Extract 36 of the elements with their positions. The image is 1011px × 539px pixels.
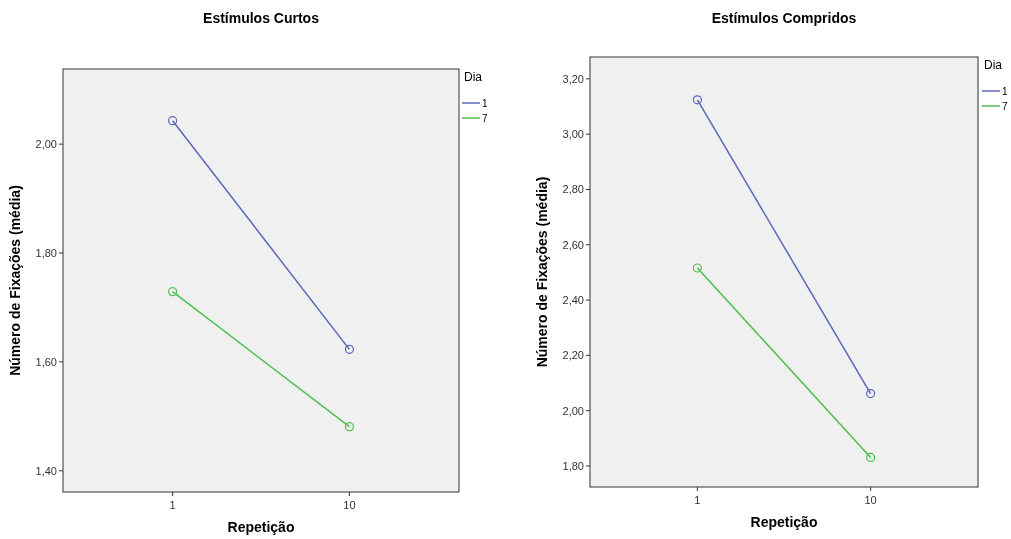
- x-tick-label: 10: [343, 499, 356, 511]
- point: [168, 287, 178, 297]
- y-tick-label: 1,60: [35, 355, 57, 368]
- chart-title: Estímulos Compridos: [711, 10, 857, 26]
- x-axis-title: Repetição: [227, 519, 295, 535]
- legend-label: 1: [1002, 85, 1008, 97]
- point: [866, 452, 876, 463]
- y-axis-title: Número de Fixações (média): [534, 176, 550, 368]
- legend-label: 1: [482, 97, 488, 109]
- y-tick-label: 2,60: [562, 238, 584, 251]
- x-tick-label: 10: [864, 494, 877, 506]
- y-tick-label: 1,80: [562, 459, 584, 472]
- legend-title: Dia: [464, 70, 483, 84]
- y-tick-label: 3,20: [562, 72, 584, 85]
- x-tick-label: 1: [694, 494, 701, 506]
- legend-label: 7: [1002, 100, 1008, 112]
- x-axis-title: Repetição: [750, 514, 818, 530]
- y-tick-label: 2,80: [562, 183, 584, 196]
- legend-title: Dia: [984, 58, 1003, 72]
- x-tick-label: 1: [169, 499, 176, 511]
- y-tick-label: 2,20: [562, 349, 584, 362]
- point: [692, 263, 702, 273]
- point: [168, 116, 178, 126]
- y-tick-label: 3,00: [562, 128, 584, 140]
- y-tick-label: 2,00: [35, 137, 57, 150]
- legend-label: 7: [482, 112, 488, 124]
- y-tick-label: 2,00: [562, 404, 584, 417]
- y-tick-label: 2,40: [562, 293, 584, 306]
- y-axis-title: Número de Fixações (média): [7, 185, 23, 376]
- point: [344, 344, 354, 354]
- point: [692, 95, 702, 105]
- chart-title: Estímulos Curtos: [203, 10, 320, 26]
- point: [866, 388, 876, 399]
- y-tick-label: 1,40: [35, 464, 57, 477]
- y-tick-label: 1,80: [35, 246, 57, 259]
- point: [344, 422, 354, 432]
